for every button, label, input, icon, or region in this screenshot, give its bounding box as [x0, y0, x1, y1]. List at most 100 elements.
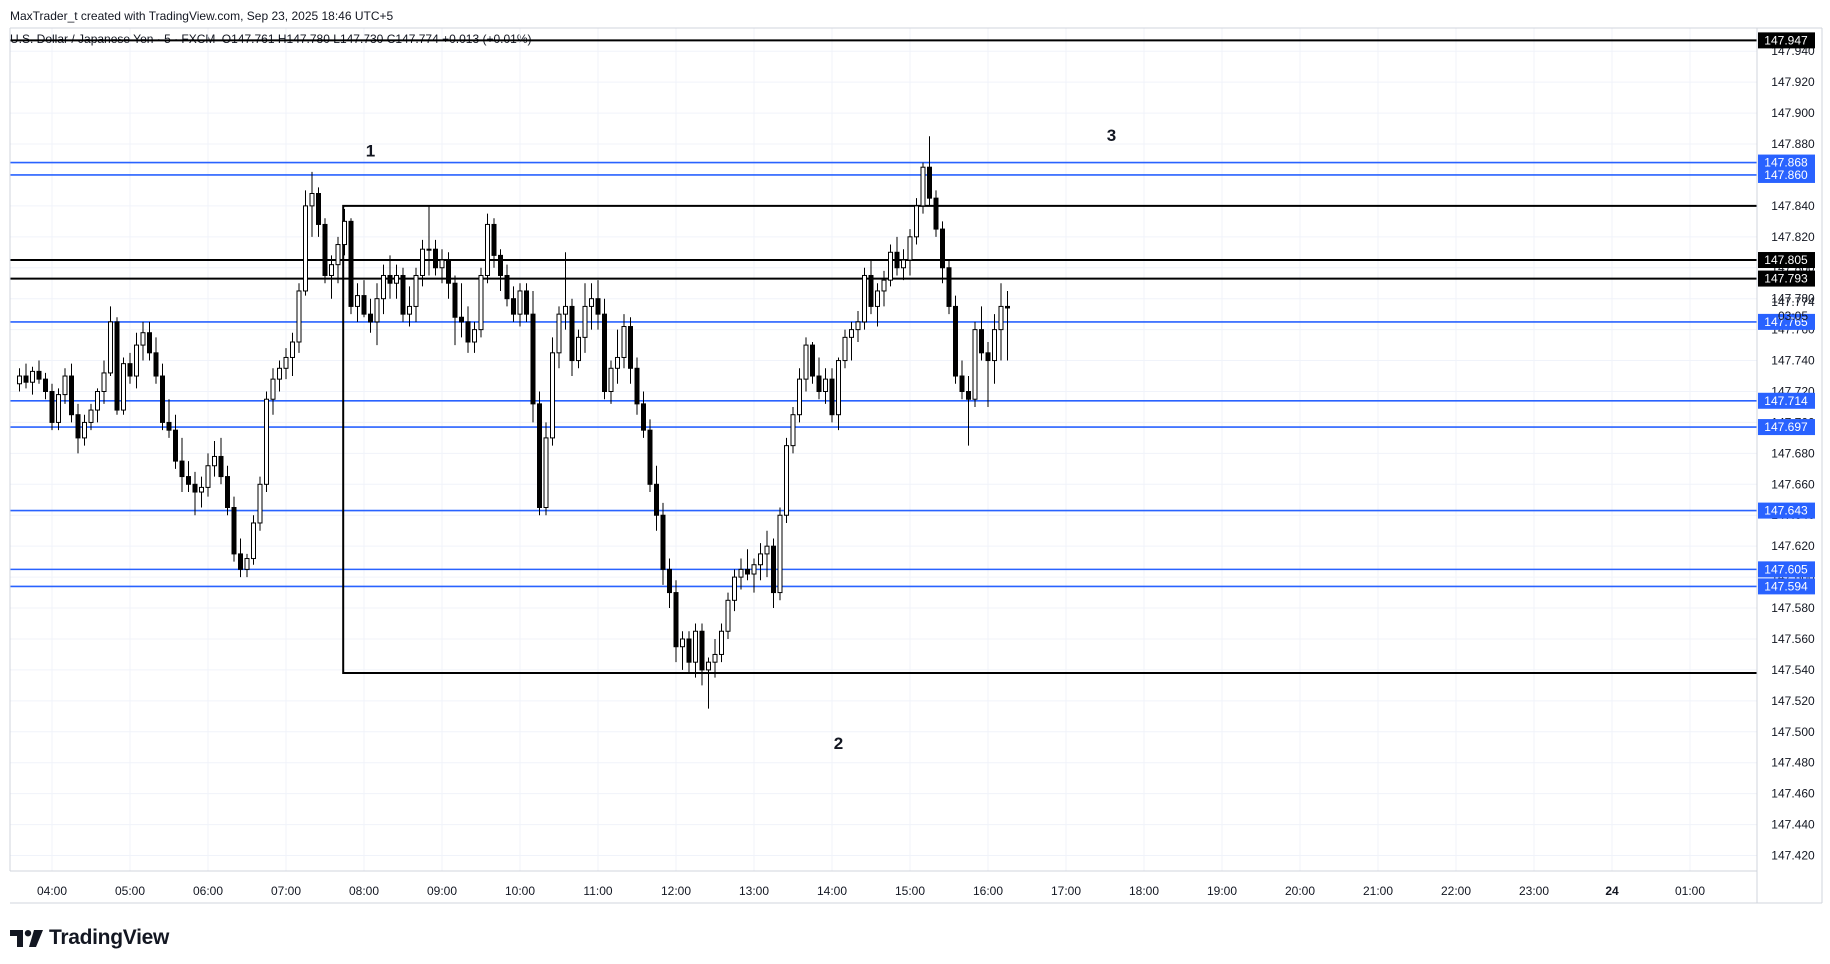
- candle-body: [199, 486, 204, 493]
- candle-body: [160, 375, 165, 423]
- x-tick-label: 06:00: [193, 884, 223, 898]
- candle-body: [381, 274, 386, 300]
- candle-body: [498, 254, 503, 276]
- candle-body: [225, 476, 230, 509]
- candle-body: [647, 429, 653, 485]
- candle-body: [563, 305, 568, 315]
- chart-header: MaxTrader_t created with TradingView.com…: [10, 9, 532, 46]
- candle-body: [114, 321, 120, 411]
- x-tick-label: 07:00: [271, 884, 301, 898]
- level-tag-bg: [1758, 561, 1815, 578]
- candle-body: [816, 375, 822, 392]
- countdown-label: 03:05: [1778, 309, 1808, 323]
- candle-body: [556, 313, 562, 354]
- candle-body: [459, 316, 464, 323]
- level-tag-bg: [1758, 578, 1815, 595]
- candle-body: [290, 341, 295, 358]
- level-tag-bg: [1758, 252, 1815, 269]
- x-tick-label: 13:00: [739, 884, 769, 898]
- level-tag-bg: [1758, 419, 1815, 436]
- y-tick-label: 147.580: [1771, 601, 1815, 615]
- candle-body: [218, 455, 224, 478]
- candle-body: [231, 507, 237, 555]
- candle-body: [238, 553, 243, 570]
- level-tag-label: 147.805: [1764, 253, 1808, 267]
- range-box: [342, 204, 1757, 675]
- x-tick-label: 22:00: [1441, 884, 1471, 898]
- y-tick-label: 147.880: [1771, 137, 1815, 151]
- level-tag-bg: [1758, 313, 1815, 330]
- wave-label: 2: [834, 734, 843, 753]
- y-tick-label: 147.680: [1771, 446, 1815, 460]
- candle-body: [192, 483, 198, 493]
- level-tag-bg: [1758, 154, 1815, 171]
- symbol-legend: U.S. Dollar / Japanese Yen · 5 · FXCM O1…: [10, 32, 532, 46]
- candle-body: [543, 437, 549, 509]
- candle-body: [790, 414, 796, 447]
- candle-body: [257, 483, 263, 524]
- y-tick-label: 147.820: [1771, 230, 1815, 244]
- candle-body: [420, 248, 425, 276]
- ohlc-change: +0.013 (+0.01%): [442, 32, 532, 46]
- candle-body: [270, 378, 276, 400]
- candle-body: [43, 378, 48, 392]
- candle-body: [348, 220, 354, 307]
- ohlc-high: 147.780: [286, 32, 330, 46]
- candle-body: [771, 545, 776, 594]
- y-tick-label: 147.920: [1771, 75, 1815, 89]
- candle-body: [433, 248, 438, 269]
- candle-body: [36, 370, 42, 380]
- x-tick-label: 17:00: [1051, 884, 1081, 898]
- range-box-outline: [342, 204, 1757, 675]
- candle-body: [277, 367, 282, 380]
- candle-body: [829, 378, 835, 416]
- candle-body: [992, 329, 997, 362]
- candle-body: [862, 274, 867, 323]
- wave-labels: 1 2 3: [366, 126, 1116, 753]
- candle-body: [23, 375, 29, 383]
- y-tick-label: 147.620: [1771, 539, 1815, 553]
- candle-body: [205, 465, 211, 488]
- level-tag-bg: [1758, 32, 1815, 49]
- symbol-name[interactable]: U.S. Dollar / Japanese Yen · 5 · FXCM: [10, 32, 216, 46]
- y-tick-label: 147.500: [1771, 725, 1815, 739]
- x-tick-label: 11:00: [583, 884, 612, 898]
- candle-body: [576, 336, 581, 362]
- candle-body: [56, 394, 61, 423]
- x-tick-label: 19:00: [1207, 884, 1237, 898]
- ohlc-close: 147.774: [395, 32, 439, 46]
- candle-body: [875, 290, 880, 307]
- candle-body: [920, 166, 926, 207]
- candle-body: [173, 429, 178, 462]
- candle-body: [855, 321, 861, 331]
- ohlc-high-label: H: [277, 32, 287, 46]
- candle-body: [30, 370, 35, 383]
- x-tick-label: 18:00: [1129, 884, 1159, 898]
- x-tick-label: 01:00: [1675, 884, 1705, 898]
- candle-body: [953, 305, 958, 377]
- horizontal-levels: [10, 39, 1757, 588]
- x-tick-label: 21:00: [1363, 884, 1393, 898]
- candle-body: [979, 329, 984, 354]
- candle-body: [881, 279, 887, 292]
- ohlc-low-label: L: [333, 32, 340, 46]
- candlesticks: [17, 136, 1010, 709]
- x-tick-label: 12:00: [661, 884, 691, 898]
- wave-label: 3: [1107, 126, 1116, 145]
- candle-body: [693, 630, 698, 663]
- level-tag-label: 147.697: [1764, 420, 1808, 434]
- price-chart[interactable]: 123 147.420147.440147.460147.480147.5001…: [0, 0, 1830, 920]
- candle-body: [179, 460, 185, 478]
- level-tag-label: 147.714: [1764, 394, 1808, 408]
- candle-body: [810, 344, 815, 377]
- candle-body: [127, 363, 133, 377]
- candle-body: [706, 661, 711, 671]
- candle-body: [439, 259, 445, 269]
- candle-body: [316, 193, 321, 225]
- y-tick-label: 147.740: [1771, 354, 1815, 368]
- candle-body: [537, 403, 542, 509]
- candle-body: [985, 352, 991, 362]
- y-tick-label: 147.480: [1771, 756, 1815, 770]
- candle-body: [49, 390, 55, 423]
